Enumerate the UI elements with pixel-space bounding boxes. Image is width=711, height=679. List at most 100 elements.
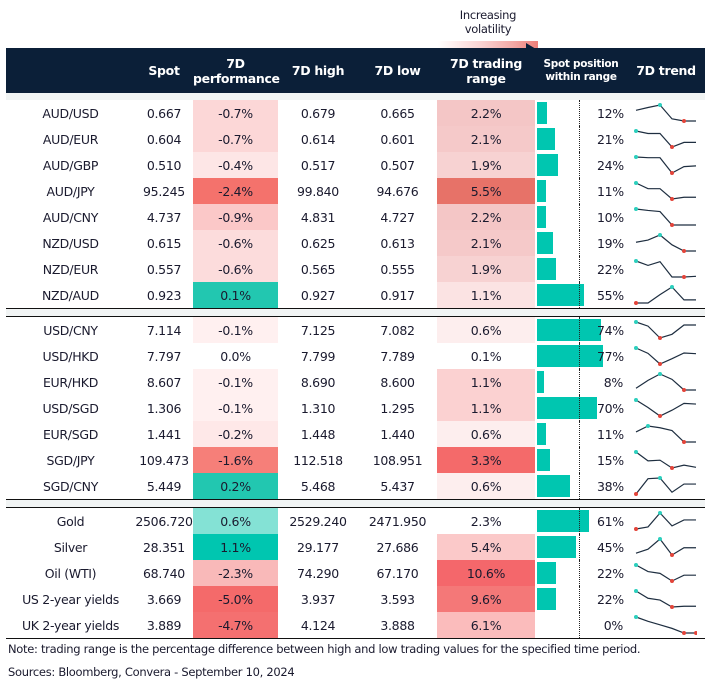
table-row: USD/HKD 7.797 0.0% 7.799 7.789 0.1% 77% — [6, 343, 705, 369]
table-row: EUR/SGD 1.441 -0.2% 1.448 1.440 0.6% 11% — [6, 421, 705, 447]
performance-value: -0.6% — [193, 256, 278, 282]
table-row: Silver 28.351 1.1% 29.177 27.686 5.4% 45% — [6, 534, 705, 560]
trend-high-marker — [670, 285, 675, 289]
trend-sparkline — [634, 259, 697, 279]
spot-value: 95.245 — [143, 183, 185, 199]
spot-position-percent: 19% — [597, 235, 624, 251]
midpoint-marker — [579, 343, 580, 369]
header-performance: 7D performance — [193, 48, 280, 93]
trend-low-marker — [682, 631, 687, 635]
header-high: 7D high — [278, 48, 358, 93]
low-value: 5.437 — [380, 478, 415, 494]
performance-value: -0.7% — [193, 126, 278, 152]
instrument-name: AUD/USD — [42, 105, 99, 121]
high-value: 0.614 — [300, 131, 336, 147]
trend-sparkline-cell — [627, 447, 705, 473]
footer-note: Note: trading range is the percentage di… — [8, 642, 641, 656]
separator-cell — [6, 308, 706, 317]
high-value: 0.927 — [300, 287, 336, 303]
spot-position-bar — [537, 154, 558, 176]
spot-position-bar-cell — [535, 508, 597, 534]
spot-value: 7.797 — [146, 348, 182, 364]
spot-position-bar-cell — [535, 395, 598, 421]
table-row: SGD/JPY 109.473 -1.6% 112.518 108.951 3.3% 15% — [6, 447, 705, 473]
midpoint-marker — [579, 508, 580, 534]
trend-line — [635, 399, 697, 417]
spot-position-percent: 22% — [597, 261, 624, 277]
section-separator — [6, 93, 706, 100]
trend-high-marker — [658, 103, 663, 107]
midpoint-marker — [579, 612, 580, 638]
table-row: AUD/CNY 4.737 -0.9% 4.831 4.727 2.2% 10% — [6, 204, 705, 230]
spot-position-percent: 55% — [597, 287, 624, 303]
low-value: 3.888 — [380, 617, 415, 633]
performance-value: 0.0% — [193, 343, 278, 369]
spot-value: 7.114 — [146, 322, 182, 338]
spot-position-bar-cell — [535, 317, 601, 343]
table-row: AUD/USD 0.667 -0.7% 0.679 0.665 2.2% 12% — [6, 100, 705, 126]
trend-sparkline — [634, 285, 697, 305]
trend-line — [635, 538, 697, 556]
performance-value: -2.4% — [193, 178, 278, 204]
instrument-name: SGD/JPY — [46, 452, 95, 468]
midpoint-marker — [579, 178, 580, 204]
trend-sparkline-cell — [627, 178, 705, 204]
spot-position-bar — [537, 423, 547, 445]
trend-sparkline — [635, 103, 697, 123]
midpoint-marker — [579, 534, 580, 560]
high-value: 1.448 — [300, 426, 336, 442]
performance-value: -0.2% — [193, 421, 278, 447]
header-row: Spot 7D performance 7D high 7D low 7D tra… — [6, 48, 706, 93]
trend-line — [635, 616, 697, 634]
trend-line — [635, 590, 697, 608]
trading-range-value: 10.6% — [437, 560, 535, 586]
trend-sparkline-cell — [627, 343, 705, 369]
trend-low-marker — [682, 388, 687, 392]
trend-low-marker — [670, 605, 675, 609]
trend-sparkline-cell — [627, 256, 705, 282]
instrument-name: SGD/CNY — [42, 478, 99, 494]
performance-value: -4.7% — [193, 612, 278, 639]
trend-high-marker — [634, 207, 639, 211]
table-row: USD/CNY 7.114 -0.1% 7.125 7.082 0.6% 74% — [6, 316, 705, 343]
table-row: AUD/GBP 0.510 -0.4% 0.517 0.507 1.9% 24% — [6, 152, 705, 178]
trend-high-marker — [658, 372, 663, 376]
spot-position-percent: 22% — [597, 591, 624, 607]
spot-position-bar-cell — [535, 421, 597, 447]
low-value: 67.170 — [376, 565, 419, 581]
spot-position-bar — [537, 319, 601, 341]
trend-sparkline — [634, 615, 698, 635]
section-separator — [6, 308, 706, 317]
table-row: AUD/JPY 95.245 -2.4% 99.840 94.676 5.5% 11% — [6, 178, 705, 204]
performance-value: -0.7% — [193, 100, 278, 126]
trend-low-marker — [682, 249, 687, 253]
spot-value: 0.667 — [146, 105, 182, 121]
trend-low-marker — [670, 197, 675, 201]
performance-value: -5.0% — [193, 586, 278, 612]
spot-value: 109.473 — [139, 452, 189, 468]
spot-position-percent: 11% — [597, 183, 624, 199]
header-range-line1: 7D trading — [449, 55, 523, 71]
trend-line — [635, 321, 697, 339]
high-value: 4.831 — [300, 209, 336, 225]
trend-high-marker — [658, 233, 663, 237]
spot-position-bar — [537, 284, 585, 306]
high-value: 74.290 — [297, 565, 339, 581]
midpoint-marker — [579, 421, 580, 447]
high-value: 0.565 — [300, 261, 336, 277]
instrument-name: AUD/JPY — [46, 183, 95, 199]
trend-line — [635, 130, 697, 148]
trend-sparkline — [634, 155, 697, 175]
trend-sparkline-cell — [627, 152, 705, 178]
trend-line — [635, 347, 697, 365]
spot-position-bar-cell — [535, 230, 597, 256]
trend-sparkline-cell — [627, 126, 705, 152]
spot-position-bar — [537, 536, 576, 558]
midpoint-marker — [579, 317, 580, 343]
spot-position-bar — [537, 232, 554, 254]
header-spot-position: Spot position within range — [535, 48, 628, 93]
spot-position-bar — [537, 475, 570, 497]
instrument-name: USD/SGD — [42, 400, 99, 416]
trend-high-marker — [634, 589, 639, 593]
